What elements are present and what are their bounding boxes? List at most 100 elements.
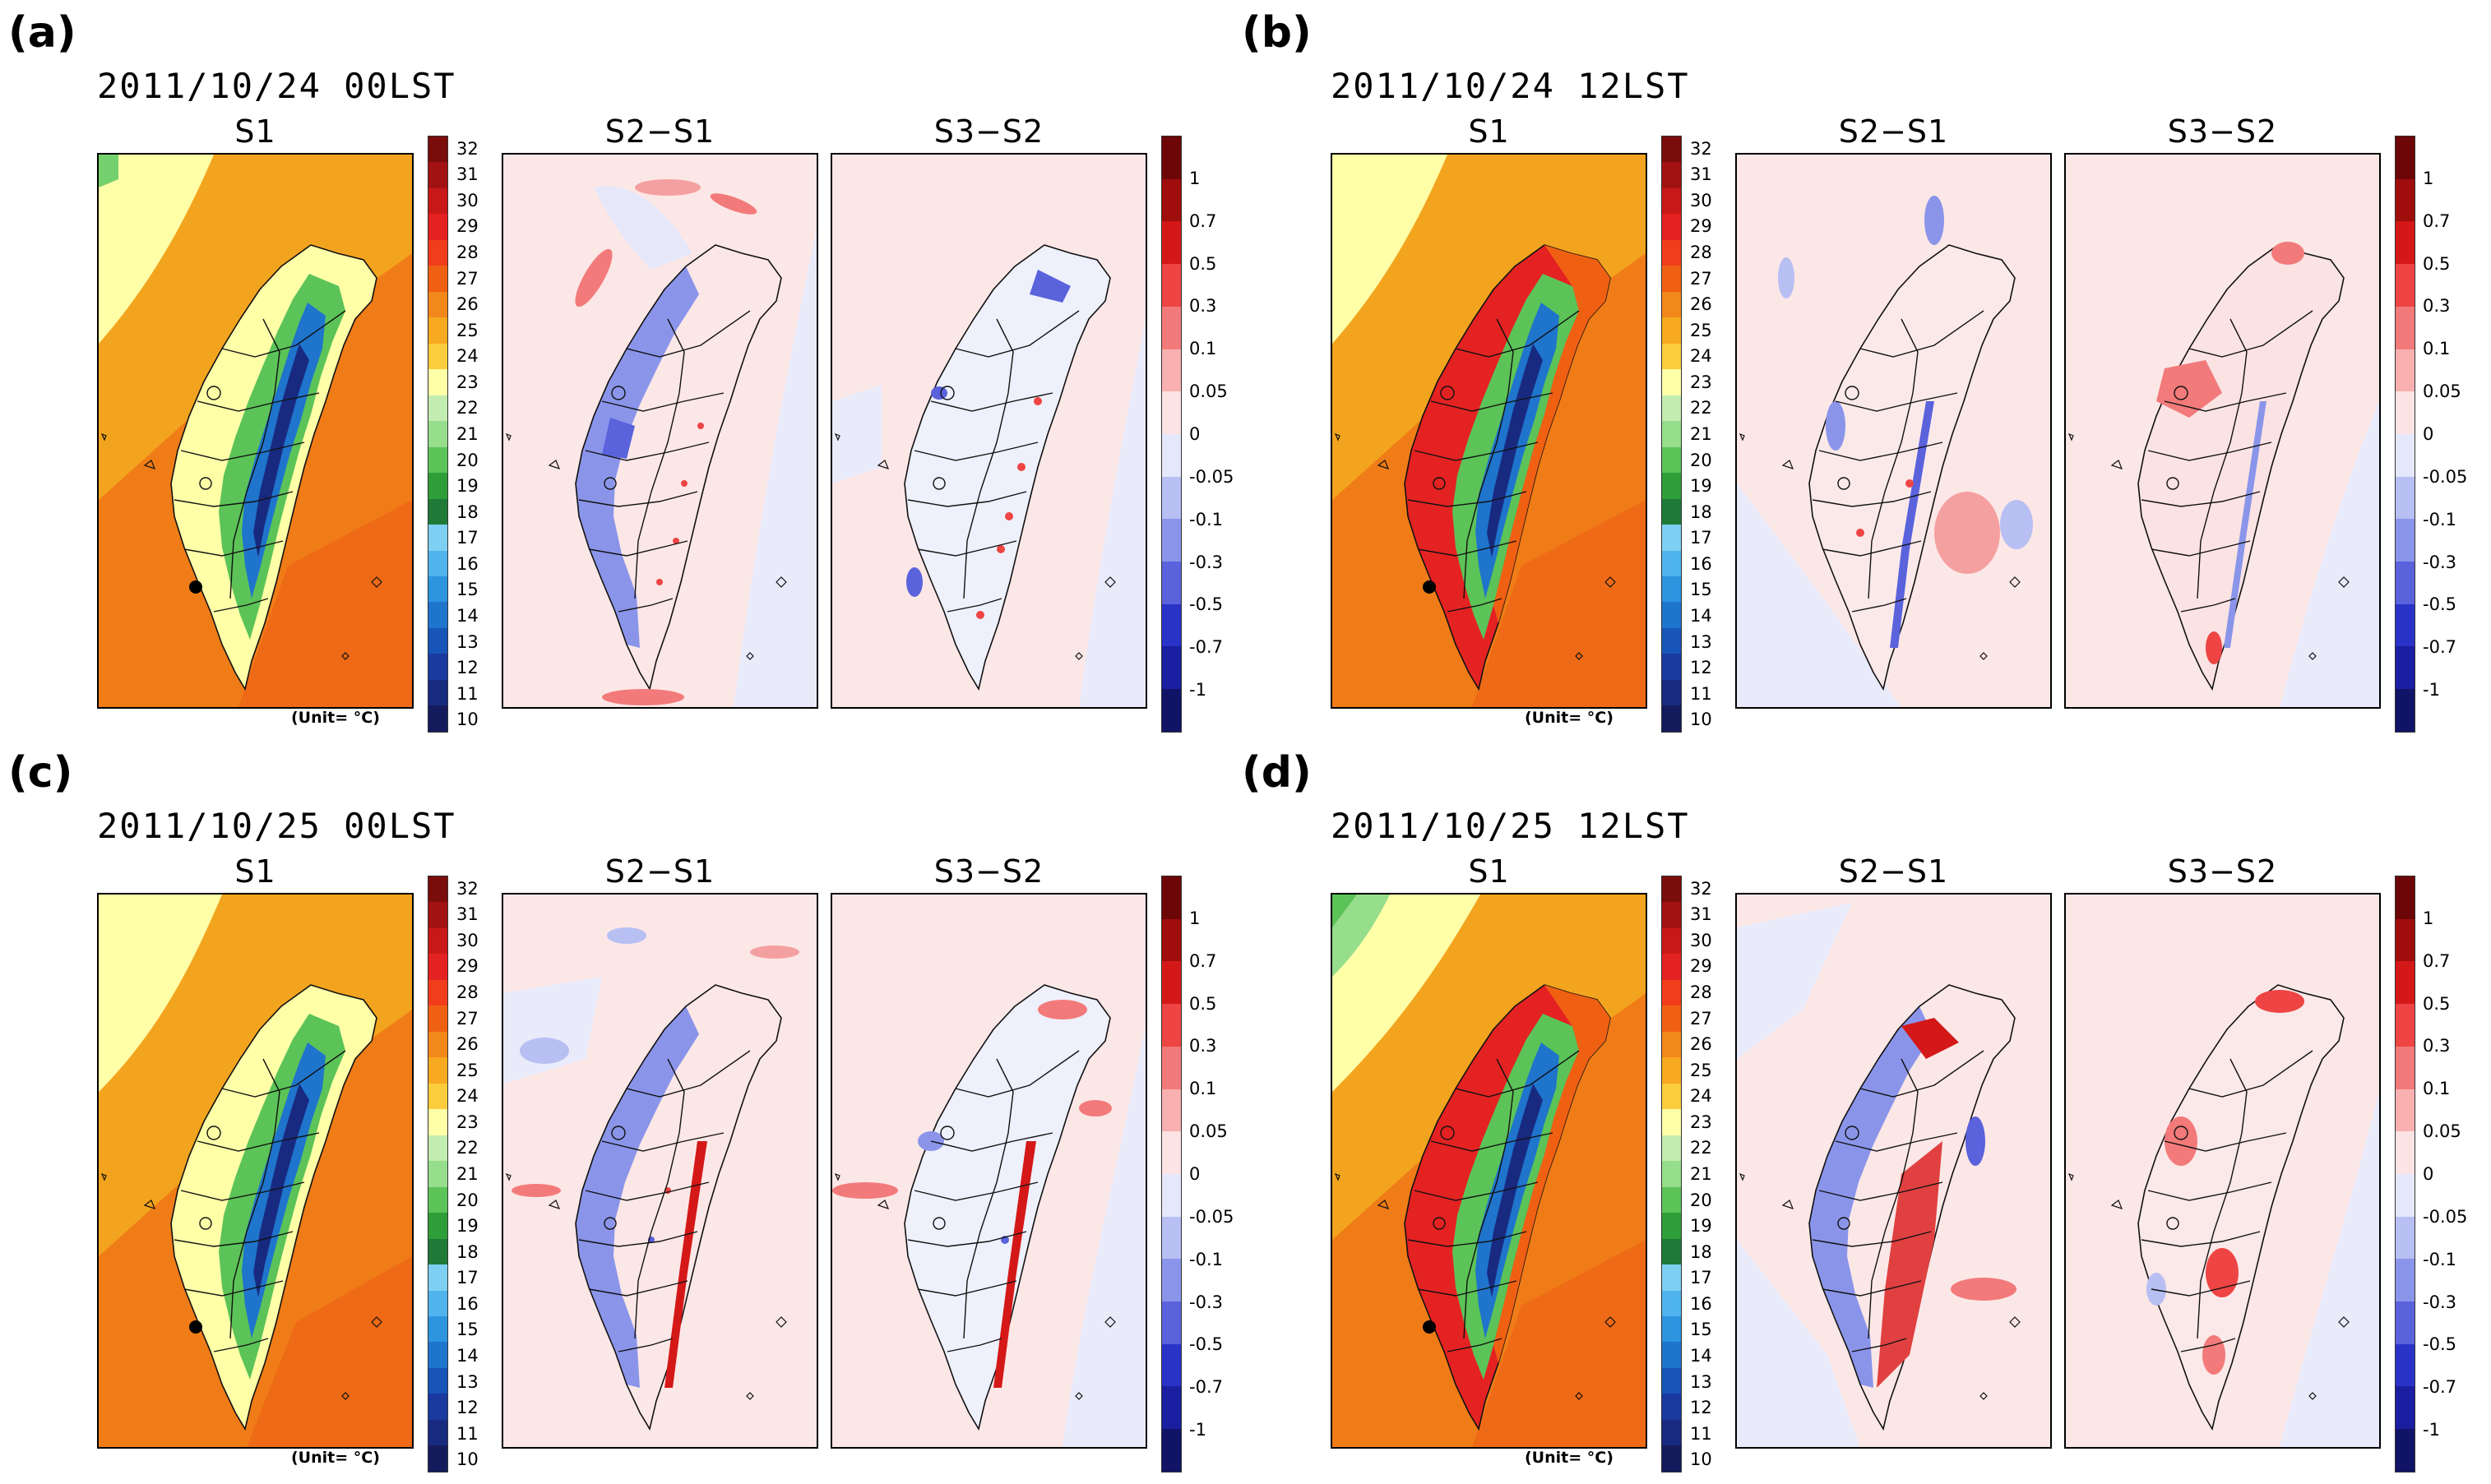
colorbar-tick-label: -0.1 <box>1189 1249 1223 1269</box>
colorbar-swatch <box>1662 446 1681 474</box>
colorbar-tick-label: 0.5 <box>1189 253 1217 274</box>
map-s1 <box>1331 893 1647 1449</box>
colorbar-swatch <box>1662 927 1681 955</box>
colorbar-tick-label: -0.1 <box>2423 509 2456 529</box>
colorbar-swatch <box>1662 266 1681 292</box>
colorbar-swatch <box>428 1083 447 1110</box>
unit-label: (Unit= °C) <box>291 1449 380 1467</box>
colorbar-tick-label: 20 <box>456 1190 479 1210</box>
colorbar-swatch <box>1162 876 1181 919</box>
colorbar-swatch <box>428 1315 447 1343</box>
colorbar-tick-label: 30 <box>456 190 479 210</box>
colorbar-tick-label: 20 <box>456 450 479 470</box>
temp-colorbar <box>1661 136 1682 733</box>
temp-colorbar <box>1661 876 1682 1472</box>
colorbar-tick-label: 18 <box>456 502 479 522</box>
colorbar-tick-label: 10 <box>456 1449 479 1470</box>
colorbar-tick-label: 15 <box>1690 580 1712 600</box>
colorbar-tick-label: 0.3 <box>1189 296 1217 317</box>
colorbar-swatch <box>1662 343 1681 370</box>
colorbar-tick-label: 27 <box>1690 268 1712 289</box>
colorbar-swatch <box>428 954 447 980</box>
colorbar-tick-label: 0.1 <box>1189 1079 1217 1099</box>
colorbar-tick-label: -1 <box>2423 1420 2440 1440</box>
colorbar-tick-label: 0.5 <box>1189 993 1217 1014</box>
panel-a: (a) 2011/10/24 00LST S1 32 31 30 29 28 27 26 25… <box>8 8 1234 733</box>
panel-label: (a) <box>8 8 76 58</box>
colorbar-swatch <box>428 550 447 576</box>
map-title-s2s1: S2−S1 <box>1838 113 1949 150</box>
unit-label: (Unit= °C) <box>291 709 380 727</box>
colorbar-tick-label: 22 <box>456 398 479 418</box>
colorbar-tick-label: 0.1 <box>2423 339 2451 359</box>
colorbar-tick-label: 1 <box>1189 908 1201 928</box>
diff-colorbar <box>2395 876 2415 1472</box>
temp-colorbar <box>428 876 448 1472</box>
colorbar-tick-label: 16 <box>456 553 479 574</box>
colorbar-tick-label: -0.3 <box>1189 1292 1223 1312</box>
colorbar-tick-label: 32 <box>456 878 479 899</box>
colorbar-tick-label: 0 <box>2423 1164 2434 1184</box>
colorbar-swatch <box>1162 221 1181 265</box>
colorbar-tick-label: 29 <box>1690 956 1712 977</box>
colorbar-swatch <box>1662 1315 1681 1343</box>
colorbar-swatch <box>2396 433 2415 477</box>
colorbar-tick-label: 19 <box>456 476 479 497</box>
colorbar-swatch <box>1662 1109 1681 1135</box>
colorbar-swatch <box>1162 178 1181 222</box>
colorbar-tick-label: -0.05 <box>1189 1206 1234 1227</box>
colorbar-tick-label: 13 <box>456 631 479 652</box>
colorbar-tick-label: 22 <box>1690 398 1712 418</box>
colorbar-swatch <box>1162 1004 1181 1047</box>
map-s2s1 <box>1735 153 2052 709</box>
colorbar-tick-label: 17 <box>456 528 479 548</box>
panel-d: (d) 2011/10/25 12LST S1 32 31 30 29 28 27 26 25… <box>1242 748 2467 1472</box>
colorbar-swatch <box>2396 876 2415 919</box>
colorbar-tick-label: 19 <box>1690 476 1712 497</box>
colorbar-tick-label: 26 <box>1690 294 1712 315</box>
map-s3s2 <box>831 153 1147 709</box>
colorbar-tick-label: -0.7 <box>1189 1377 1223 1398</box>
colorbar-tick-label: 0.1 <box>2423 1079 2451 1099</box>
colorbar-swatch <box>1162 519 1181 562</box>
colorbar-swatch <box>428 1057 447 1084</box>
colorbar-tick-label: 12 <box>1690 1398 1712 1418</box>
unit-label: (Unit= °C) <box>1525 1449 1614 1467</box>
colorbar-swatch <box>1662 902 1681 928</box>
colorbar-swatch <box>2396 562 2415 604</box>
colorbar-tick-label: 17 <box>1690 528 1712 548</box>
colorbar-tick-label: 0.05 <box>2423 1121 2461 1142</box>
colorbar-swatch <box>1662 1342 1681 1368</box>
colorbar-swatch <box>2396 1386 2415 1430</box>
colorbar-tick-label: 12 <box>456 658 479 678</box>
colorbar-swatch <box>1662 395 1681 422</box>
colorbar-tick-label: 21 <box>1690 424 1712 444</box>
colorbar-tick-label: 20 <box>1690 450 1712 470</box>
colorbar-tick-label: 31 <box>1690 164 1712 185</box>
colorbar-swatch <box>1662 525 1681 551</box>
colorbar-swatch <box>1662 162 1681 188</box>
colorbar-swatch <box>428 421 447 447</box>
colorbar-swatch <box>428 1264 447 1291</box>
map-title-s2s1: S2−S1 <box>1838 853 1949 890</box>
colorbar-tick-label: 0 <box>2423 424 2434 444</box>
colorbar-swatch <box>1162 1429 1181 1472</box>
colorbar-swatch <box>1662 1006 1681 1032</box>
colorbar-tick-label: 28 <box>1690 243 1712 263</box>
colorbar-tick-label: 27 <box>456 268 479 289</box>
colorbar-swatch <box>1662 705 1681 732</box>
colorbar-swatch <box>428 1135 447 1162</box>
colorbar-tick-label: 0.5 <box>2423 253 2451 274</box>
colorbar-swatch <box>2396 1216 2415 1260</box>
colorbar-tick-label: 22 <box>1690 1138 1712 1158</box>
colorbar-swatch <box>1662 602 1681 628</box>
colorbar-swatch <box>428 1238 447 1265</box>
map-s1 <box>97 153 414 709</box>
temp-colorbar <box>428 136 448 733</box>
colorbar-swatch <box>428 473 447 499</box>
colorbar-tick-label: -0.05 <box>1189 466 1234 487</box>
colorbar-tick-label: 0 <box>1189 424 1201 444</box>
colorbar-tick-label: 23 <box>1690 1112 1712 1132</box>
colorbar-swatch <box>1162 1386 1181 1430</box>
colorbar-swatch <box>2396 646 2415 690</box>
